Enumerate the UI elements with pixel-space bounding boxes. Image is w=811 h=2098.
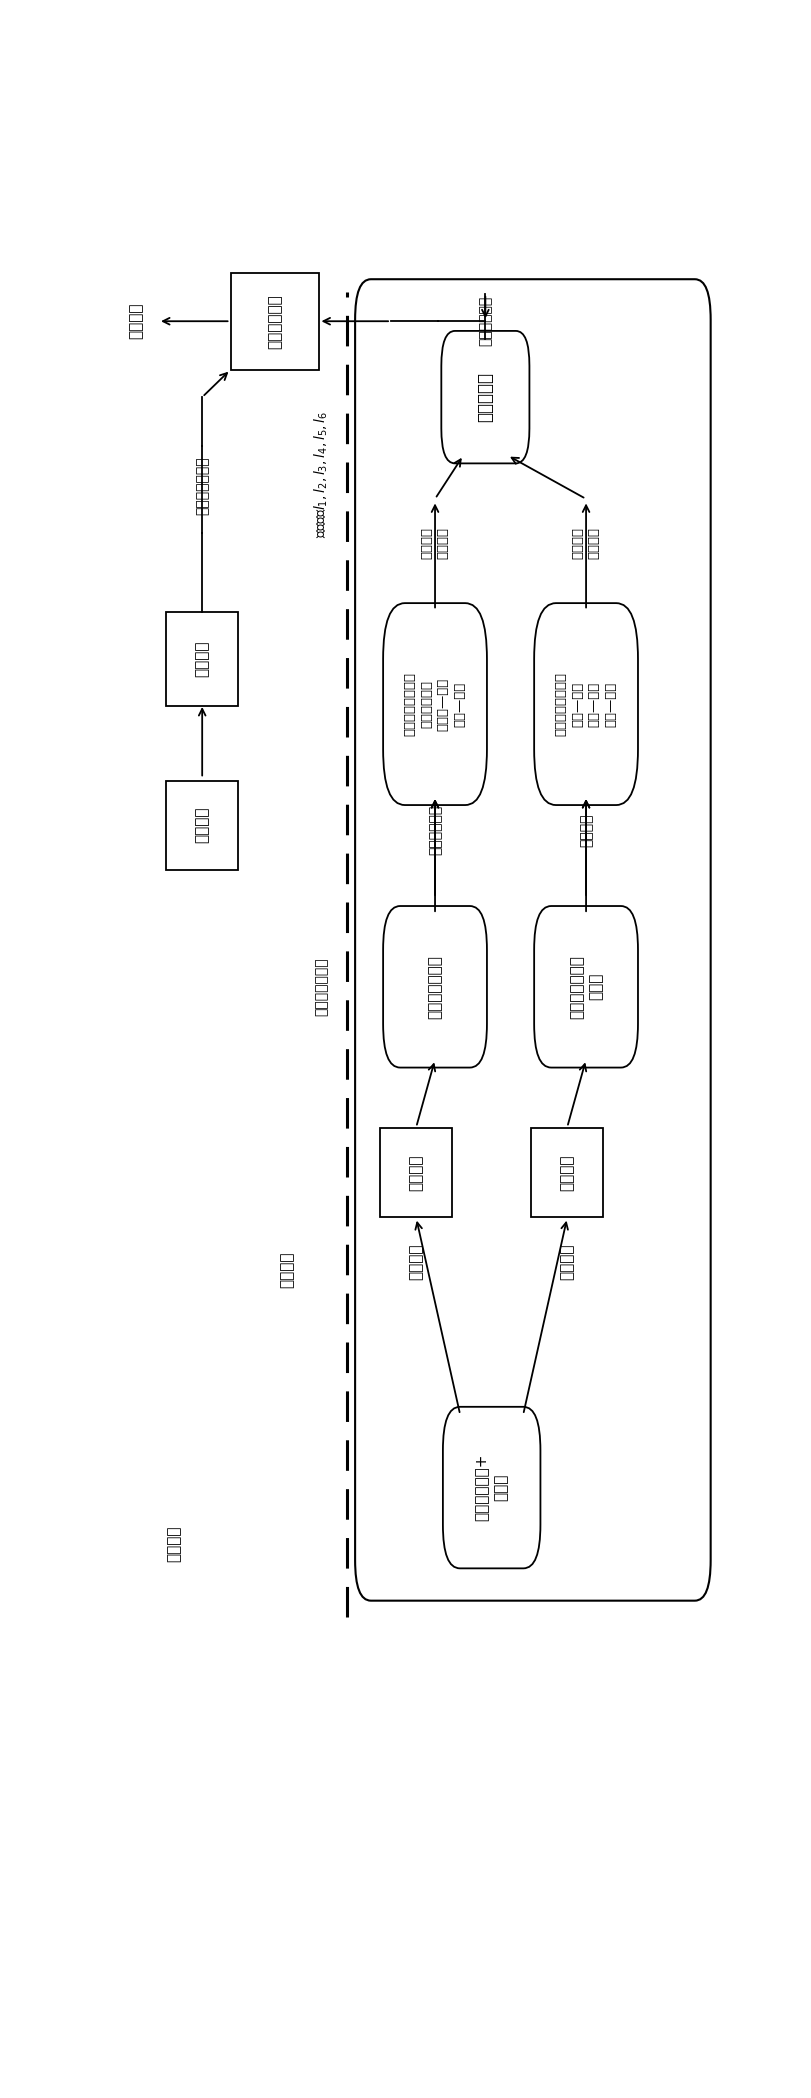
Text: 征象标签概率超图
标签—超边
标签—图像
图像—顶点: 征象标签概率超图 标签—超边 标签—图像 图像—顶点 bbox=[554, 671, 616, 736]
Text: 标签超边: 标签超边 bbox=[578, 814, 592, 848]
Text: 汉明距离排序: 汉明距离排序 bbox=[267, 294, 281, 348]
Text: 征象标签
概率超图: 征象标签 概率超图 bbox=[571, 527, 600, 558]
Text: 视觉特征相关性: 视觉特征相关性 bbox=[427, 955, 442, 1020]
FancyBboxPatch shape bbox=[534, 906, 637, 1068]
Text: 查询图像: 查询图像 bbox=[195, 808, 209, 843]
Text: 检索结果: 检索结果 bbox=[128, 302, 144, 340]
Text: 在线检索: 在线检索 bbox=[166, 1525, 181, 1563]
Text: 训练集（图像+
标签）: 训练集（图像+ 标签） bbox=[474, 1454, 508, 1521]
FancyBboxPatch shape bbox=[230, 273, 318, 369]
Text: 标签特征: 标签特征 bbox=[559, 1154, 574, 1192]
FancyBboxPatch shape bbox=[383, 602, 487, 806]
Text: 视觉特征: 视觉特征 bbox=[408, 1154, 423, 1192]
Text: 哈希函数$l_1,l_2,l_3,l_4,l_5,l_6$: 哈希函数$l_1,l_2,l_3,l_4,l_5,l_6$ bbox=[313, 411, 330, 539]
Text: 数据库哈希码: 数据库哈希码 bbox=[478, 296, 491, 346]
FancyBboxPatch shape bbox=[354, 279, 710, 1601]
FancyBboxPatch shape bbox=[380, 1129, 452, 1217]
Text: 视觉信息
概率超图: 视觉信息 概率超图 bbox=[420, 527, 449, 558]
Text: 视觉特征: 视觉特征 bbox=[195, 640, 209, 678]
FancyBboxPatch shape bbox=[534, 602, 637, 806]
Text: 视觉概率超图构建
视觉感知超图
相似度—超边
图像—顶点: 视觉概率超图构建 视觉感知超图 相似度—超边 图像—顶点 bbox=[403, 671, 466, 736]
FancyBboxPatch shape bbox=[530, 1129, 603, 1217]
FancyBboxPatch shape bbox=[165, 613, 238, 705]
Text: 标签特征: 标签特征 bbox=[559, 1244, 574, 1280]
FancyBboxPatch shape bbox=[442, 1408, 540, 1569]
FancyBboxPatch shape bbox=[383, 906, 487, 1068]
Text: 双概率超图哈希: 双概率超图哈希 bbox=[315, 957, 328, 1015]
FancyBboxPatch shape bbox=[441, 331, 529, 464]
Text: 视觉特征: 视觉特征 bbox=[408, 1244, 423, 1280]
FancyBboxPatch shape bbox=[165, 780, 238, 871]
Text: 哈希码学习: 哈希码学习 bbox=[476, 371, 494, 422]
Text: 视觉特征超边: 视觉特征超边 bbox=[427, 806, 441, 856]
Text: 检索图像哈希码: 检索图像哈希码 bbox=[195, 457, 209, 516]
Text: 线下学习: 线下学习 bbox=[279, 1250, 294, 1288]
Text: 图像与标签信息
相关性: 图像与标签信息 相关性 bbox=[569, 955, 603, 1020]
